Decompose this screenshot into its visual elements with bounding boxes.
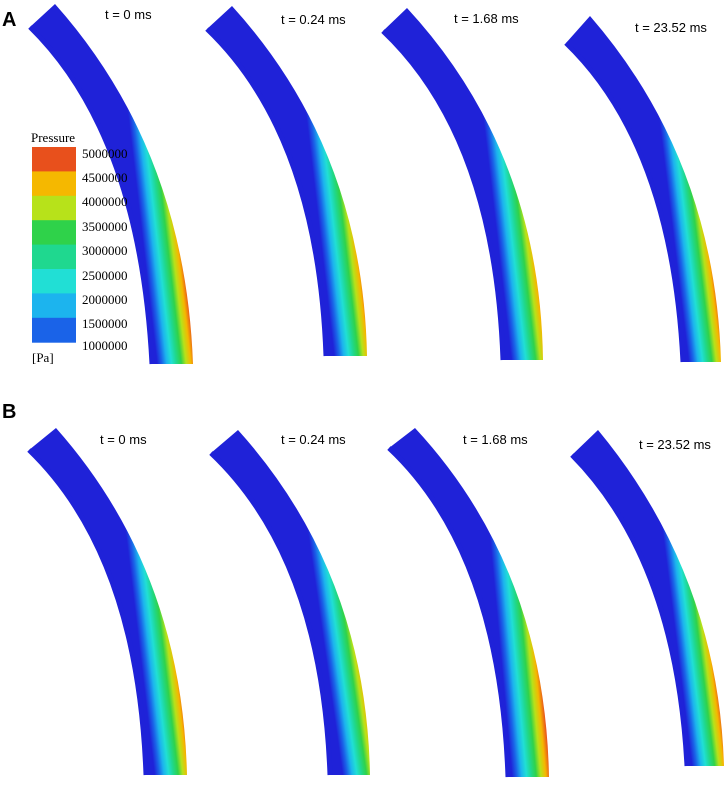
legend-level-7: 2000000	[82, 292, 128, 307]
legend-swatch-6	[32, 269, 76, 294]
pressure-legend: Pressure 5000000 4500000 4000000 3500000…	[31, 130, 128, 365]
contour-plot-b-4-inner-edge	[570, 453, 690, 767]
legend-level-1: 5000000	[82, 146, 128, 161]
legend-swatch-8	[32, 317, 76, 343]
panel-label-b: B	[2, 401, 16, 423]
legend-color-bar	[32, 147, 76, 343]
contour-plot-b-2-inner-edge	[209, 451, 333, 776]
legend-swatch-4	[32, 220, 76, 246]
time-label-a-3: t = 1.68 ms	[454, 11, 519, 26]
contour-plot-a-4-inner-edge	[564, 41, 686, 363]
contour-plot-a-2-inner-edge	[205, 27, 329, 357]
contour-plot-b-2	[211, 430, 370, 775]
contour-plot-b-3	[389, 428, 549, 777]
legend-title: Pressure	[31, 130, 75, 145]
legend-level-5: 3000000	[82, 243, 128, 258]
time-label-b-1: t = 0 ms	[100, 432, 147, 447]
legend-level-8: 1500000	[82, 316, 128, 331]
contour-plot-a-1	[30, 4, 193, 364]
contour-plot-a-4	[566, 16, 721, 362]
legend-level-4: 3500000	[82, 219, 128, 234]
legend-level-2: 4500000	[82, 170, 128, 185]
contour-plots	[27, 4, 724, 778]
contour-plot-b-4	[572, 430, 724, 766]
contour-plot-a-3-inner-edge	[381, 29, 506, 361]
time-label-a-4: t = 23.52 ms	[635, 20, 707, 35]
legend-level-3: 4000000	[82, 194, 128, 209]
legend-swatch-5	[32, 244, 76, 270]
legend-swatch-2	[32, 171, 76, 197]
legend-swatch-3	[32, 195, 76, 221]
legend-level-6: 2500000	[82, 268, 128, 283]
contour-plot-b-3-inner-edge	[387, 446, 511, 778]
panel-label-a: A	[2, 9, 16, 31]
legend-swatch-7	[32, 293, 76, 319]
time-label-a-2: t = 0.24 ms	[281, 12, 346, 27]
legend-unit: [Pa]	[32, 350, 54, 365]
time-label-b-3: t = 1.68 ms	[463, 432, 528, 447]
contour-plot-b-1	[29, 428, 187, 775]
time-label-b-2: t = 0.24 ms	[281, 432, 346, 447]
contour-plot-a-1-inner-edge	[28, 25, 155, 365]
time-label-a-1: t = 0 ms	[105, 7, 152, 22]
contour-plot-a-2	[207, 6, 367, 356]
legend-level-9: 1000000	[82, 338, 128, 353]
contour-plot-a-3	[383, 8, 543, 360]
legend-swatch-1	[32, 147, 76, 172]
contour-plot-b-1-inner-edge	[27, 448, 149, 776]
time-label-b-4: t = 23.52 ms	[639, 437, 711, 452]
